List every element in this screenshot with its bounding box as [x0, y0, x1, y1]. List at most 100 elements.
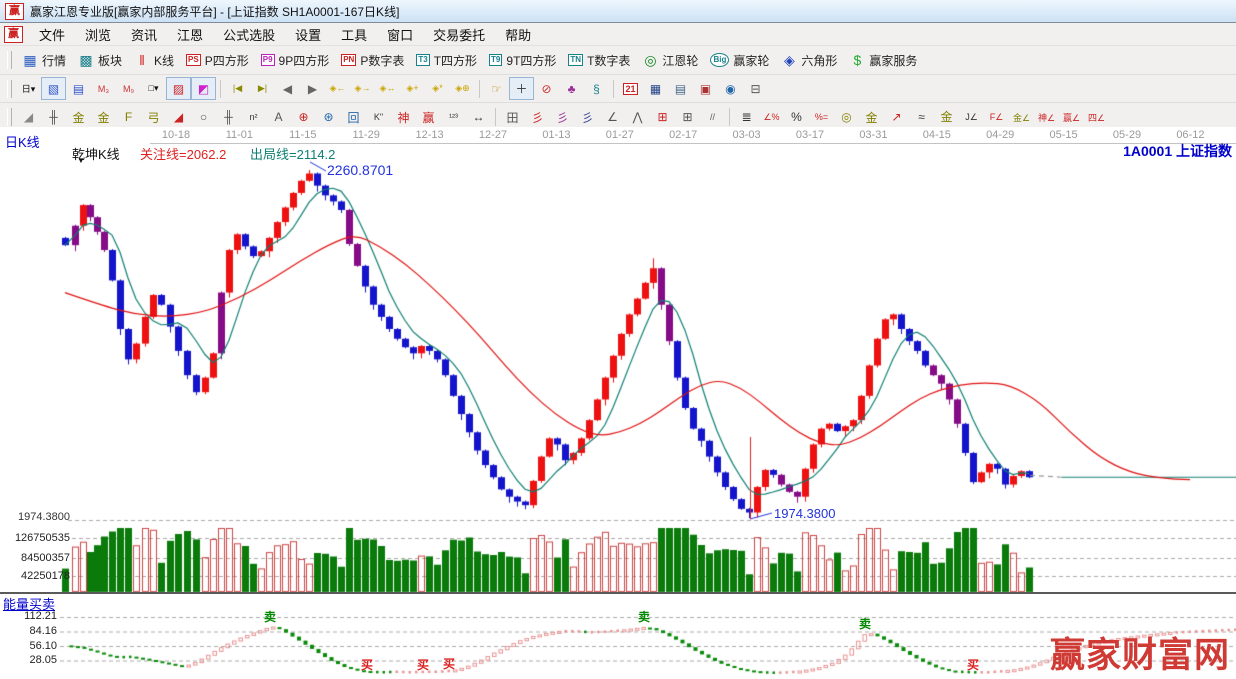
- grid-box-tool[interactable]: ⊞: [675, 106, 700, 129]
- scale-ruler-tool[interactable]: ≣: [734, 106, 759, 129]
- crosshair-tool[interactable]: ＋: [509, 77, 534, 100]
- j-slope-tool-icon: J∠: [965, 111, 978, 122]
- info-panel-button[interactable]: ▤: [66, 77, 91, 100]
- diamond-star-button[interactable]: ◈*: [425, 77, 450, 100]
- pan-hand-tool[interactable]: ☞: [484, 77, 509, 100]
- next-bar-button[interactable]: ▶: [300, 77, 325, 100]
- ying-grid-tool[interactable]: 赢: [416, 106, 441, 129]
- p-table-button[interactable]: PN P数字表: [335, 50, 410, 71]
- volume-profile-toggle[interactable]: ◩: [191, 77, 216, 100]
- target-circle-tool[interactable]: ⊕: [291, 106, 316, 129]
- si-slope-tool[interactable]: 四∠: [1084, 106, 1109, 129]
- winner-service-button[interactable]: $ 赢家服务: [843, 50, 923, 71]
- menu-item-10[interactable]: 帮助: [505, 27, 532, 43]
- percent-equal-tool[interactable]: %=: [809, 106, 834, 129]
- 9t-square-button[interactable]: T9 9T四方形: [483, 50, 562, 71]
- zigzag-tool[interactable]: ⋀: [625, 106, 650, 129]
- text-label-tool[interactable]: A: [266, 106, 291, 129]
- p-square-button[interactable]: PS P四方形: [180, 50, 255, 71]
- t-table-button[interactable]: TN T数字表: [562, 50, 636, 71]
- menu-item-2[interactable]: 浏览: [85, 27, 112, 43]
- gold-underline-tool[interactable]: 金: [934, 105, 959, 129]
- arrow-pen-tool[interactable]: ↗: [884, 106, 909, 129]
- f-slope-tool[interactable]: F∠: [984, 106, 1009, 129]
- first-page-button[interactable]: |◀: [225, 77, 250, 100]
- diamond-expand-button[interactable]: ◈↔: [375, 77, 400, 100]
- red-grid-box-tool[interactable]: ⊞: [650, 106, 675, 129]
- diamond-center-button[interactable]: ◈⊕: [450, 77, 475, 100]
- chisel-tool[interactable]: ◢: [16, 106, 41, 129]
- menu-item-6[interactable]: 设置: [295, 27, 322, 43]
- t-table-button-icon: TN: [568, 54, 584, 66]
- box-tool[interactable]: 田: [500, 106, 525, 129]
- wave-tool[interactable]: ≈: [909, 106, 934, 129]
- gold-grid-2-tool[interactable]: 金: [91, 106, 116, 129]
- kline-button[interactable]: ǁ K线: [128, 50, 180, 71]
- square-spiral-tool[interactable]: 回: [341, 106, 366, 129]
- gold-slope-tool[interactable]: 金∠: [1009, 106, 1034, 129]
- gold-lines-tool[interactable]: 金: [859, 106, 884, 129]
- menu-item-9[interactable]: 交易委托: [433, 27, 486, 43]
- gann-wheel-button[interactable]: ◎ 江恩轮: [636, 50, 704, 71]
- f-grid-tool[interactable]: F: [116, 106, 141, 129]
- angle-tool[interactable]: ∠: [600, 106, 625, 129]
- quotes-button[interactable]: ▦ 行情: [16, 50, 72, 71]
- calendar-21-button[interactable]: 21: [618, 77, 643, 100]
- width-measure-tool[interactable]: ↔: [466, 106, 491, 129]
- n-square-tool[interactable]: n²: [241, 106, 266, 129]
- winner-wheel-button[interactable]: Big 赢家轮: [704, 50, 775, 71]
- menu-item-5[interactable]: 公式选股: [223, 27, 276, 43]
- k-marker-tool[interactable]: K": [366, 106, 391, 129]
- hexagon-button[interactable]: ◈ 六角形: [775, 50, 843, 71]
- indicator-pane-label: 能量买卖: [3, 597, 56, 612]
- shen-slope-tool[interactable]: 神∠: [1034, 106, 1059, 129]
- ray-fan-blue-tool[interactable]: 彡: [575, 106, 600, 129]
- 9p-square-button[interactable]: P9 9P四方形: [255, 50, 335, 71]
- kline-chart-canvas[interactable]: [0, 127, 1236, 679]
- j-slope-tool[interactable]: J∠: [959, 106, 984, 129]
- menu-item-3[interactable]: 资讯: [131, 27, 158, 43]
- gann-flower-purple-tool[interactable]: ♣: [559, 77, 584, 100]
- t-square-button[interactable]: T3 T四方形: [410, 50, 483, 71]
- calculator-button[interactable]: ▦: [643, 77, 668, 100]
- menu-item-7[interactable]: 工具: [341, 27, 368, 43]
- save-button[interactable]: ▣: [693, 77, 718, 100]
- ying-slope-tool[interactable]: 赢∠: [1059, 106, 1084, 129]
- diamond-right-button[interactable]: ◈→: [350, 77, 375, 100]
- pane-separator[interactable]: [0, 592, 1236, 594]
- gold-grid-1-tool[interactable]: 金: [66, 106, 91, 129]
- gann-flower-teal-tool[interactable]: §: [584, 77, 609, 100]
- trendline-tool[interactable]: ⊘: [534, 77, 559, 100]
- percent-slope-tool[interactable]: ∠%: [759, 106, 784, 129]
- web-button[interactable]: ◉: [718, 77, 743, 100]
- sectors-button[interactable]: ▩ 板块: [72, 50, 128, 71]
- grid-b-tool[interactable]: ╫: [216, 106, 241, 129]
- diamond-plus-button[interactable]: ◈+: [400, 77, 425, 100]
- menu-item-1[interactable]: 文件: [39, 27, 66, 43]
- snowflake-tool[interactable]: ⊛: [316, 106, 341, 129]
- grid-tool[interactable]: ╫: [41, 106, 66, 129]
- red-pen-tool[interactable]: ◢: [166, 106, 191, 129]
- time-cycle-tool[interactable]: ○: [191, 106, 216, 129]
- shen-grid-tool[interactable]: 神: [391, 106, 416, 129]
- menu-item-4[interactable]: 江恩: [177, 27, 204, 43]
- diamond-left-button[interactable]: ◈←: [325, 77, 350, 100]
- small-chart-3-button[interactable]: M₃: [91, 77, 116, 100]
- percent-tool[interactable]: %: [784, 106, 809, 129]
- gann-overlay-toggle[interactable]: ▨: [166, 77, 191, 100]
- chart-frame-toggle[interactable]: ▧: [41, 77, 66, 100]
- last-page-button[interactable]: ▶|: [250, 77, 275, 100]
- ray-fan-red-tool[interactable]: 彡: [525, 106, 550, 129]
- bow-grid-tool[interactable]: 弓: [141, 106, 166, 129]
- menu-item-8[interactable]: 窗口: [387, 27, 414, 43]
- candle-style-dropdown[interactable]: □▾: [141, 77, 166, 100]
- print-button[interactable]: ⊟: [743, 77, 768, 100]
- gold-circle-tool[interactable]: ◎: [834, 106, 859, 129]
- small-chart-9-button[interactable]: M₉: [116, 77, 141, 100]
- ray-fan-purple-tool[interactable]: 彡: [550, 106, 575, 129]
- period-daily-dropdown[interactable]: 日▾: [16, 77, 41, 100]
- notes-button[interactable]: ▤: [668, 77, 693, 100]
- prev-bar-button[interactable]: ◀: [275, 77, 300, 100]
- parallel-lines-tool[interactable]: //: [700, 106, 725, 129]
- number-circle-tool[interactable]: ¹²³: [441, 106, 466, 129]
